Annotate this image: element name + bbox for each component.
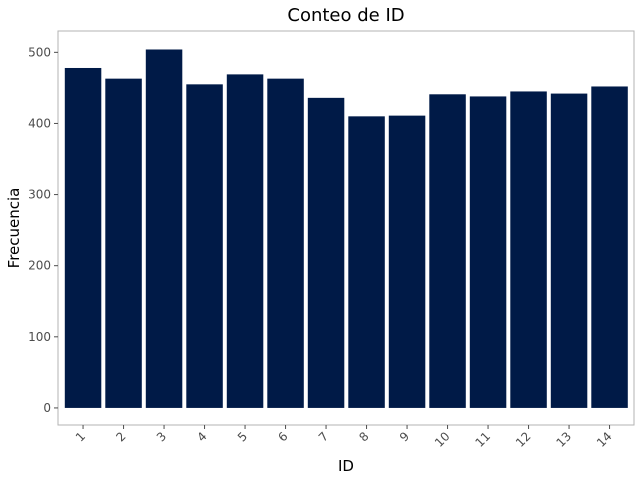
y-axis-ticks: 0 100 200 300 400 500 (28, 45, 58, 415)
y-tick-label: 100 (28, 330, 51, 344)
bar-8 (348, 116, 385, 408)
chart-title: Conteo de ID (287, 5, 404, 26)
bar-13 (550, 93, 588, 408)
y-tick-label: 0 (43, 401, 51, 415)
bar-12 (510, 91, 547, 408)
y-axis-label: Frecuencia (5, 188, 23, 269)
bars-group (64, 49, 628, 408)
y-tick-label: 200 (28, 259, 51, 273)
plot-panel-border (57, 30, 635, 426)
bar-2 (105, 78, 142, 408)
bar-5 (226, 74, 264, 408)
bar-11 (469, 96, 507, 408)
bar-10 (429, 94, 466, 408)
bar-4 (186, 84, 223, 408)
bar-6 (267, 78, 304, 408)
bar-7 (307, 97, 345, 408)
bar-1 (64, 67, 102, 408)
y-tick-label: 300 (28, 188, 51, 202)
bar-9 (388, 115, 426, 408)
y-tick-label: 400 (28, 116, 51, 130)
y-tick-label: 500 (28, 45, 51, 59)
bar-3 (145, 49, 183, 408)
x-axis-label: ID (338, 457, 354, 475)
bar-14 (591, 86, 628, 408)
